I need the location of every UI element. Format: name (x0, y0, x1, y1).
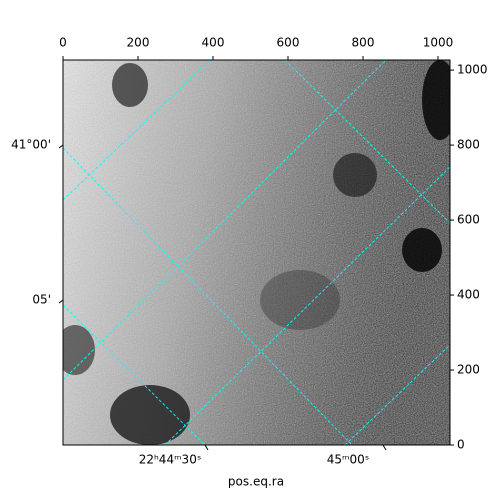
dec-tick (58, 299, 64, 304)
x-axis-label: pos.eq.ra (228, 475, 284, 489)
sky-image (63, 60, 450, 445)
y-tick-label: 0 (457, 438, 465, 452)
y-tick-label: 800 (457, 138, 480, 152)
dec-tick-label: 05' (32, 293, 51, 307)
x-tick-label: 600 (277, 36, 300, 50)
grid-line (63, 304, 206, 445)
plot-frame (62, 59, 451, 446)
x-tick-label: 200 (127, 36, 150, 50)
ra-tick-label: 22ʰ44ᵐ30ˢ (139, 453, 202, 467)
y-tick-label: 1000 (457, 63, 488, 77)
grid-line (63, 147, 353, 445)
dec-tick-label: 41°00' (11, 138, 51, 152)
x-tick-label: 800 (352, 36, 375, 50)
grid-line (284, 60, 450, 224)
x-tick-label: 1000 (423, 36, 454, 50)
y-tick-label: 600 (457, 213, 480, 227)
y-tick-label: 200 (457, 363, 480, 377)
coordinate-grid (63, 60, 450, 445)
grid-line (63, 60, 387, 381)
x-tick-label: 400 (202, 36, 225, 50)
x-tick-label: 0 (59, 36, 67, 50)
ra-tick-label: 45ᵐ00ˢ (327, 453, 370, 467)
dec-tick (58, 144, 64, 149)
grid-line (63, 60, 211, 201)
ra-tick (204, 444, 209, 451)
grid-line (164, 166, 450, 445)
ra-tick (382, 444, 387, 451)
y-tick-label: 400 (457, 288, 480, 302)
